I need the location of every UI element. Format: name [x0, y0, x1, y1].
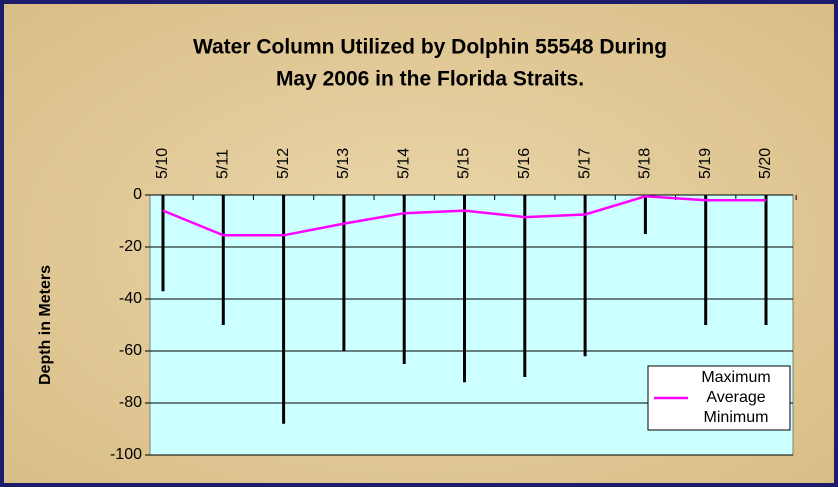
x-tick-label: 5/15 [456, 148, 473, 179]
y-tick-label: -20 [119, 238, 142, 255]
y-tick-label: -80 [119, 394, 142, 411]
legend-label: Maximum [701, 369, 770, 386]
legend-label: Average [706, 389, 765, 406]
chart-title: Water Column Utilized by Dolphin 55548 D… [193, 36, 667, 59]
x-tick-label: 5/17 [576, 148, 593, 179]
average-line [162, 195, 766, 237]
y-tick-label: -60 [119, 342, 142, 359]
x-tick-label: 5/11 [215, 149, 232, 179]
x-tick-label: 5/16 [516, 148, 533, 179]
legend-box [647, 365, 791, 431]
chart-subtitle: May 2006 in the Florida Straits. [276, 68, 584, 91]
y-tick-label: 0 [133, 186, 142, 203]
x-tick-label: 5/18 [637, 148, 654, 179]
x-tick-label: 5/10 [154, 148, 171, 179]
legend-label: Minimum [704, 409, 769, 426]
y-tick-label: -100 [110, 446, 142, 463]
y-axis-title: Depth in Meters [37, 265, 54, 385]
y-tick-label: -40 [119, 290, 142, 307]
x-tick-label: 5/19 [697, 148, 714, 179]
x-tick-label: 5/13 [335, 148, 352, 179]
x-tick-label: 5/14 [395, 148, 412, 179]
x-tick-label: 5/20 [757, 148, 774, 179]
x-tick-label: 5/12 [275, 148, 292, 179]
